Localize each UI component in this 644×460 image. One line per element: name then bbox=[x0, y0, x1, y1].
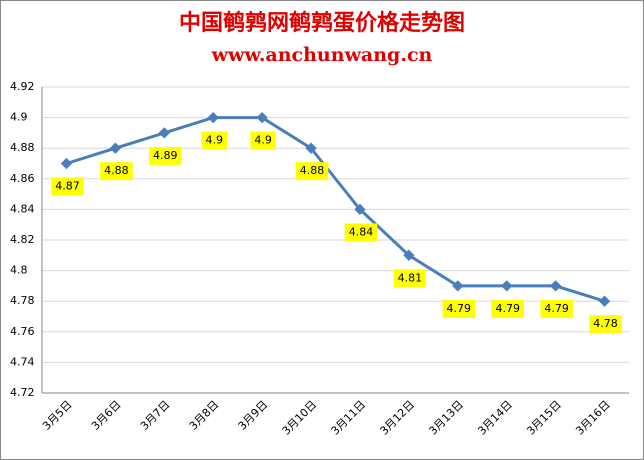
data-label-bg bbox=[589, 315, 622, 334]
data-label: 4.78 bbox=[593, 317, 618, 330]
marker bbox=[452, 280, 464, 292]
chart-subtitle: www.anchunwang.cn bbox=[211, 44, 433, 66]
data-label-bg bbox=[51, 177, 84, 196]
data-label: 4.89 bbox=[153, 149, 178, 162]
y-tick-label: 4.86 bbox=[10, 172, 35, 185]
data-label: 4.87 bbox=[55, 180, 80, 193]
data-label: 4.79 bbox=[544, 302, 569, 315]
data-label: 4.88 bbox=[300, 164, 325, 177]
y-tick-label: 4.72 bbox=[10, 386, 35, 399]
y-tick-label: 4.74 bbox=[10, 355, 35, 368]
marker bbox=[501, 280, 513, 292]
data-label: 4.81 bbox=[398, 271, 423, 284]
y-tick-label: 4.9 bbox=[10, 111, 28, 124]
marker bbox=[305, 142, 317, 154]
marker bbox=[549, 280, 562, 292]
data-label: 4.88 bbox=[104, 164, 129, 177]
marker bbox=[598, 295, 611, 307]
data-label: 4.79 bbox=[495, 302, 520, 315]
data-label: 4.9 bbox=[254, 134, 272, 147]
data-label-bg bbox=[344, 223, 378, 242]
y-tick-label: 4.84 bbox=[10, 202, 35, 215]
data-label: 4.84 bbox=[349, 225, 374, 238]
data-label: 4.9 bbox=[205, 134, 223, 147]
marker bbox=[158, 127, 170, 139]
data-label-bg bbox=[250, 131, 276, 150]
y-tick-label: 4.88 bbox=[10, 141, 35, 154]
y-tick-label: 4.82 bbox=[10, 233, 35, 246]
data-label-bg bbox=[442, 299, 476, 318]
y-tick-label: 4.78 bbox=[10, 294, 35, 307]
marker bbox=[354, 203, 366, 216]
marker bbox=[403, 249, 415, 261]
data-label-bg bbox=[393, 269, 427, 288]
data-label-bg bbox=[491, 299, 524, 318]
y-tick-label: 4.92 bbox=[10, 80, 35, 93]
data-label-bg bbox=[149, 146, 182, 165]
data-label-bg bbox=[201, 131, 227, 150]
line bbox=[66, 116, 605, 303]
chart-title: 中国鹌鹑网鹌鹑蛋价格走势图 bbox=[179, 10, 465, 36]
y-tick-label: 4.8 bbox=[10, 264, 28, 277]
y-tick-label: 4.76 bbox=[10, 325, 35, 338]
data-label-bg bbox=[540, 299, 573, 318]
data-label-bg bbox=[100, 162, 133, 181]
data-label-bg bbox=[295, 162, 329, 181]
data-label: 4.79 bbox=[447, 302, 472, 315]
